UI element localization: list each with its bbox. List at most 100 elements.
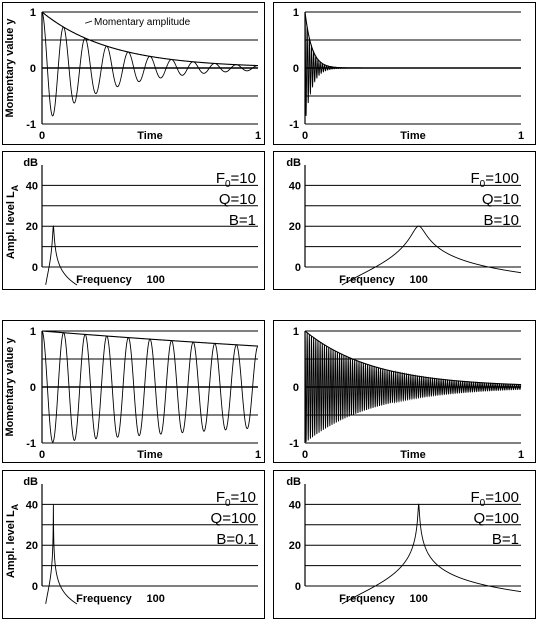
- y-axis-label-sub: A: [10, 184, 20, 191]
- x-tick-label: 1: [255, 130, 261, 142]
- y-tick-label: 20: [26, 540, 38, 552]
- y-tick-label: -1: [26, 119, 36, 131]
- y-tick-label: 0: [295, 581, 301, 593]
- param-b: B=0.1: [216, 531, 256, 548]
- response-curve: [45, 225, 78, 286]
- param-q: Q=100: [474, 510, 519, 527]
- y-tick-label: -1: [289, 119, 299, 131]
- y-tick-label: 0: [32, 262, 38, 274]
- y-tick-label: 1: [293, 7, 299, 19]
- y-tick-label: 0: [30, 382, 36, 394]
- response-curve: [341, 225, 522, 286]
- param-q: Q=10: [482, 191, 519, 208]
- annotation-momentary-amplitude: Momentary amplitude: [94, 17, 191, 28]
- y-tick-label: 20: [289, 221, 301, 233]
- x-tick-label: 1: [255, 449, 261, 461]
- y-tick-label: -1: [289, 438, 299, 450]
- x-tick-label: 1: [518, 130, 524, 142]
- envelope-line: [304, 11, 521, 69]
- signal-line: [304, 11, 521, 116]
- y-tick-label: 40: [26, 180, 38, 192]
- y-tick-label: 40: [289, 499, 301, 511]
- y-tick-label: 1: [30, 7, 36, 19]
- y-tick-label: 1: [293, 326, 299, 338]
- panel-frame: [273, 320, 536, 463]
- param-b: B=1: [229, 212, 256, 229]
- unit-label: dB: [23, 476, 38, 488]
- x-tick-label: 100: [147, 274, 165, 286]
- param-f0: F0=10: [216, 489, 256, 509]
- y-axis-label-main: Ampl. level L: [5, 510, 17, 578]
- param-f0-sub: 0: [225, 498, 231, 509]
- param-f0-prefix: F: [216, 489, 225, 506]
- param-f0-prefix: F: [470, 489, 479, 506]
- x-axis-label: Time: [137, 130, 162, 142]
- panel-frame: [2, 151, 265, 290]
- param-f0-value: =10: [231, 489, 256, 506]
- y-tick-label: 0: [32, 581, 38, 593]
- x-tick-label: 0: [302, 449, 308, 461]
- envelope-line: [41, 11, 259, 67]
- y-axis-label-sub: A: [10, 503, 20, 510]
- y-tick-label: 0: [293, 382, 299, 394]
- x-axis-label: Frequency: [76, 274, 133, 286]
- unit-label: dB: [286, 476, 301, 488]
- param-q: Q=100: [211, 510, 256, 527]
- x-tick-label: 100: [410, 274, 428, 286]
- x-tick-label: 0: [39, 449, 45, 461]
- param-f0-value: =100: [485, 170, 519, 187]
- y-tick-label: 20: [26, 221, 38, 233]
- x-axis-label: Frequency: [339, 593, 396, 605]
- x-tick-label: 100: [147, 593, 165, 605]
- param-f0-prefix: F: [470, 170, 479, 187]
- x-tick-label: 1: [518, 449, 524, 461]
- panel-frame: [273, 2, 536, 145]
- y-axis-label: Momentary value y: [4, 18, 16, 118]
- panel-frame: [273, 470, 536, 619]
- envelope-line: [41, 330, 259, 347]
- y-axis-label: Ampl. level LA: [5, 184, 20, 259]
- param-f0-sub: 0: [480, 498, 486, 509]
- param-f0-sub: 0: [480, 179, 486, 190]
- unit-label: dB: [286, 157, 301, 169]
- y-tick-label: 40: [289, 180, 301, 192]
- x-tick-label: 0: [302, 130, 308, 142]
- annotation-leader: [85, 20, 93, 24]
- envelope-line: [304, 330, 522, 386]
- param-f0-value: =10: [231, 170, 256, 187]
- panel-frame: [273, 151, 536, 290]
- x-axis-label: Frequency: [339, 274, 396, 286]
- param-f0-value: =100: [485, 489, 519, 506]
- panel-frame: [2, 470, 265, 619]
- response-curve: [341, 503, 522, 605]
- param-f0-prefix: F: [216, 170, 225, 187]
- param-b: B=1: [492, 531, 519, 548]
- response-curve: [45, 504, 78, 605]
- x-axis-label: Time: [400, 449, 425, 461]
- y-axis-label: Ampl. level LA: [5, 503, 20, 578]
- y-tick-label: 0: [293, 63, 299, 75]
- y-tick-label: 0: [30, 63, 36, 75]
- y-axis-label: Momentary value y: [4, 337, 16, 437]
- y-axis-label-main: Ampl. level L: [5, 191, 17, 259]
- x-axis-label: Frequency: [76, 593, 133, 605]
- y-tick-label: 0: [295, 262, 301, 274]
- param-f0: F0=100: [470, 489, 519, 509]
- panel-frame: [2, 320, 265, 463]
- panel-frame: [2, 2, 265, 145]
- y-tick-label: -1: [26, 438, 36, 450]
- param-f0-sub: 0: [225, 179, 231, 190]
- x-tick-label: 0: [39, 130, 45, 142]
- y-tick-label: 20: [289, 540, 301, 552]
- param-b: B=10: [484, 212, 519, 229]
- x-axis-label: Time: [137, 449, 162, 461]
